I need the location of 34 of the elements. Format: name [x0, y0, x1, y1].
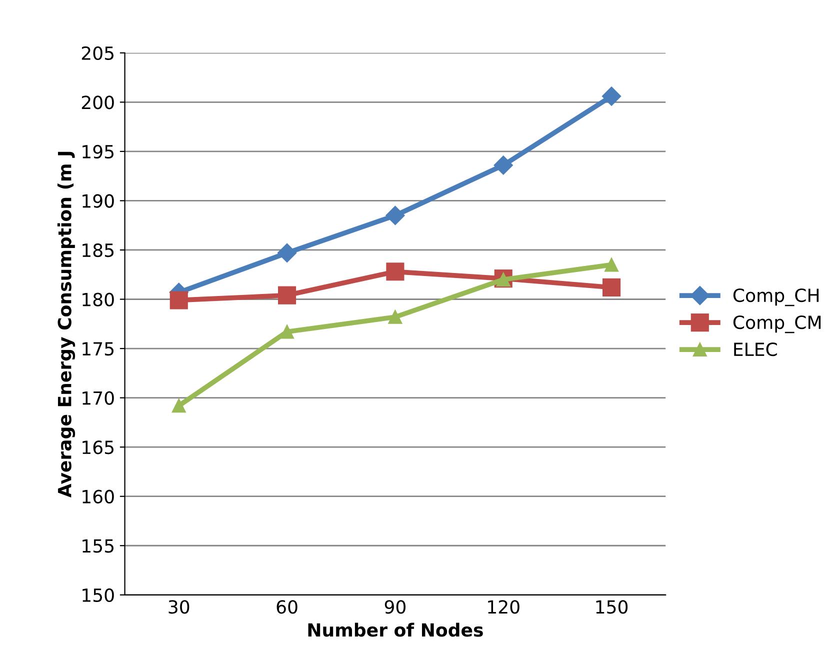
point [604, 258, 618, 272]
point [170, 291, 188, 310]
y-tick-label: 150 [82, 588, 114, 602]
point [278, 243, 297, 262]
y-tick-label: 175 [82, 342, 114, 356]
y-tick-label: 190 [82, 194, 114, 208]
y-tick-label: 195 [82, 144, 114, 159]
point [388, 310, 402, 324]
x-tick-label: 30 [168, 600, 190, 614]
y-tick-label: 200 [82, 96, 114, 110]
point [278, 286, 296, 304]
y-tick-label: 180 [82, 292, 114, 306]
x-tick-label: 60 [276, 600, 298, 614]
x-tick-label: 150 [596, 600, 628, 614]
y-tick-label: 165 [82, 440, 114, 454]
point [386, 262, 404, 281]
point [280, 324, 294, 339]
legend-label: Comp_CH [733, 288, 819, 306]
point [602, 278, 621, 296]
y-tick-label: 205 [82, 46, 114, 60]
y-tick-label: 170 [82, 391, 114, 405]
point [172, 398, 186, 413]
point [602, 86, 622, 106]
y-tick-label: 185 [82, 243, 114, 258]
y-tick-label: 155 [82, 539, 114, 553]
y-axis-title: Average Energy Consumption (m J [57, 152, 76, 498]
legend-label: Comp_CM [733, 315, 821, 334]
legend-label: ELEC [734, 342, 777, 356]
point [494, 156, 513, 175]
x-tick-label: 90 [384, 600, 406, 614]
y-tick-label: 160 [82, 490, 114, 504]
x-axis-title: Number of Nodes [308, 622, 483, 637]
x-tick-label: 120 [488, 600, 520, 614]
point [386, 206, 405, 226]
